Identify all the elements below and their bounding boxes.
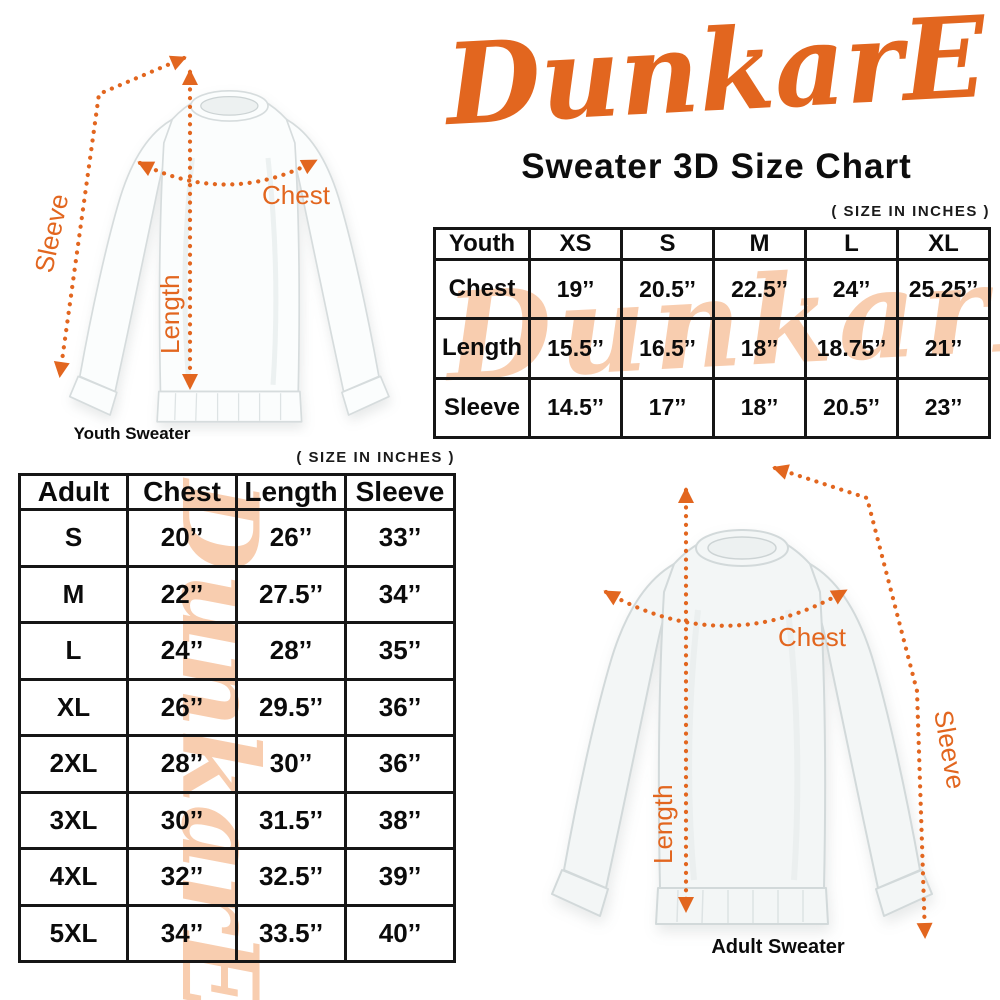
table-header-cell: Length (235, 473, 347, 511)
table-cell: 22.5’’ (712, 257, 807, 321)
youth-size-table: Youth XS S M L XL Chest 19’’ 20.5’’ 22.5… (433, 227, 991, 440)
table-cell: 32’’ (126, 847, 238, 907)
length-label: Length (155, 274, 185, 354)
table-cell: 20.5’’ (620, 257, 715, 321)
row-label-cell: 5XL (18, 903, 129, 963)
table-cell: 24’’ (126, 621, 238, 681)
table-cell: 20.5’’ (804, 376, 899, 440)
table-cell: 18’’ (712, 376, 807, 440)
table-row: L 24’’ 28’’ 35’’ (18, 621, 456, 681)
table-cell: 39’’ (344, 847, 456, 907)
table-row: M 22’’ 27.5’’ 34’’ (18, 564, 456, 624)
table-header-cell: Adult (18, 473, 129, 511)
table-cell: 27.5’’ (235, 564, 347, 624)
youth-sweater-diagram: Chest Length Sleeve (29, 55, 390, 423)
table-header-cell: Chest (126, 473, 238, 511)
table-row: Length 15.5’’ 16.5’’ 18’’ 18.75’’ 21’’ (433, 317, 991, 380)
length-label: Length (648, 784, 678, 864)
adult-size-table: Adult Chest Length Sleeve S 20’’ 26’’ 33… (18, 473, 456, 963)
sleeve-label: Sleeve (928, 708, 971, 792)
table-row: XL 26’’ 29.5’’ 36’’ (18, 677, 456, 737)
table-cell: 22’’ (126, 564, 238, 624)
sleeve-label: Sleeve (29, 191, 75, 275)
table-cell: 35’’ (344, 621, 456, 681)
table-header-cell: Youth (433, 227, 531, 261)
table-cell: 40’’ (344, 903, 456, 963)
table-cell: 16.5’’ (620, 317, 715, 380)
table-cell: 36’’ (344, 677, 456, 737)
table-row: 2XL 28’’ 30’’ 36’’ (18, 734, 456, 794)
row-label-cell: S (18, 508, 129, 568)
page-title: Sweater 3D Size Chart (521, 147, 912, 186)
table-cell: 34’’ (344, 564, 456, 624)
table-cell: 18’’ (712, 317, 807, 380)
table-row: Chest 19’’ 20.5’’ 22.5’’ 24’’ 25.25’’ (433, 257, 991, 321)
brand-logo-text: DunkarE (440, 0, 991, 151)
adult-caption: Adult Sweater (711, 936, 845, 958)
table-header-cell: Sleeve (344, 473, 456, 511)
table-cell: 23’’ (896, 376, 991, 440)
chest-label: Chest (262, 180, 331, 210)
row-label-cell: Length (433, 317, 531, 380)
table-header-cell: S (620, 227, 715, 261)
row-label-cell: M (18, 564, 129, 624)
table-cell: 33.5’’ (235, 903, 347, 963)
adult-size-note: ( SIZE IN INCHES ) (296, 449, 455, 466)
table-cell: 15.5’’ (528, 317, 623, 380)
adult-sweater-diagram: Chest Length Sleeve (551, 464, 971, 939)
table-header-cell: M (712, 227, 807, 261)
table-cell: 30’’ (235, 734, 347, 794)
chest-label: Chest (778, 622, 847, 652)
table-row: 3XL 30’’ 31.5’’ 38’’ (18, 790, 456, 850)
row-label-cell: L (18, 621, 129, 681)
table-cell: 38’’ (344, 790, 456, 850)
sleeve-measure-arrow (772, 464, 933, 939)
table-cell: 24’’ (804, 257, 899, 321)
table-row: 5XL 34’’ 33.5’’ 40’’ (18, 903, 456, 963)
table-cell: 36’’ (344, 734, 456, 794)
brand-logo: DunkarE (440, 0, 991, 151)
row-label-cell: XL (18, 677, 129, 737)
table-cell: 17’’ (620, 376, 715, 440)
adult-sweater-illustration (551, 529, 933, 925)
table-cell: 19’’ (528, 257, 623, 321)
row-label-cell: 4XL (18, 847, 129, 907)
table-cell: 18.75’’ (804, 317, 899, 380)
table-header-cell: L (804, 227, 899, 261)
row-label-cell: 2XL (18, 734, 129, 794)
youth-size-note: ( SIZE IN INCHES ) (831, 203, 990, 220)
row-label-cell: Sleeve (433, 376, 531, 440)
table-cell: 28’’ (235, 621, 347, 681)
table-row: 4XL 32’’ 32.5’’ 39’’ (18, 847, 456, 907)
table-header-row: Adult Chest Length Sleeve (18, 473, 456, 511)
youth-sweater-illustration (68, 89, 390, 423)
youth-caption: Youth Sweater (73, 424, 191, 443)
table-cell: 33’’ (344, 508, 456, 568)
table-cell: 34’’ (126, 903, 238, 963)
table-cell: 28’’ (126, 734, 238, 794)
table-cell: 25.25’’ (896, 257, 991, 321)
table-cell: 26’’ (126, 677, 238, 737)
table-row: S 20’’ 26’’ 33’’ (18, 508, 456, 568)
table-cell: 29.5’’ (235, 677, 347, 737)
table-cell: 31.5’’ (235, 790, 347, 850)
table-row: Sleeve 14.5’’ 17’’ 18’’ 20.5’’ 23’’ (433, 376, 991, 440)
row-label-cell: Chest (433, 257, 531, 321)
table-cell: 30’’ (126, 790, 238, 850)
table-cell: 20’’ (126, 508, 238, 568)
table-cell: 14.5’’ (528, 376, 623, 440)
table-header-cell: XL (896, 227, 991, 261)
table-header-cell: XS (528, 227, 623, 261)
table-header-row: Youth XS S M L XL (433, 227, 991, 261)
row-label-cell: 3XL (18, 790, 129, 850)
table-cell: 32.5’’ (235, 847, 347, 907)
chest-measure-arrow (603, 588, 848, 628)
table-cell: 26’’ (235, 508, 347, 568)
table-cell: 21’’ (896, 317, 991, 380)
